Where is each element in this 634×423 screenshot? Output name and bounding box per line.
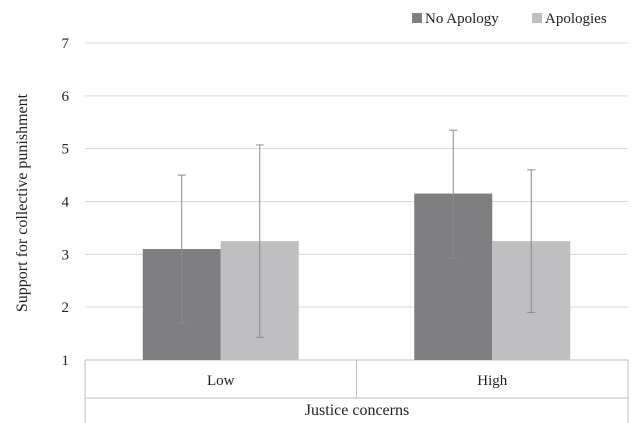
bars xyxy=(142,193,571,360)
y-tick-label: 4 xyxy=(62,195,70,211)
y-tick-labels: 1 2 3 4 5 6 7 xyxy=(62,36,70,369)
x-axis-title: Justice concerns xyxy=(305,402,409,419)
y-axis-title: Support for collective punishment xyxy=(14,93,31,312)
y-tick-label: 7 xyxy=(62,36,70,52)
x-tick-labels: Low High xyxy=(207,373,508,389)
legend-swatch-apologies xyxy=(532,13,542,23)
legend-label-apologies: Apologies xyxy=(545,11,607,27)
legend: No Apology Apologies xyxy=(412,11,607,27)
y-tick-label: 6 xyxy=(62,89,70,105)
y-tick-label: 1 xyxy=(62,353,70,369)
y-tick-label: 5 xyxy=(62,142,70,158)
y-tick-label: 3 xyxy=(62,247,70,263)
legend-swatch-no-apology xyxy=(412,13,422,23)
x-tick-label: Low xyxy=(207,373,235,389)
legend-label-no-apology: No Apology xyxy=(425,11,499,27)
error-bars xyxy=(177,129,536,338)
x-tick-label: High xyxy=(477,373,508,389)
y-tick-label: 2 xyxy=(62,300,70,316)
